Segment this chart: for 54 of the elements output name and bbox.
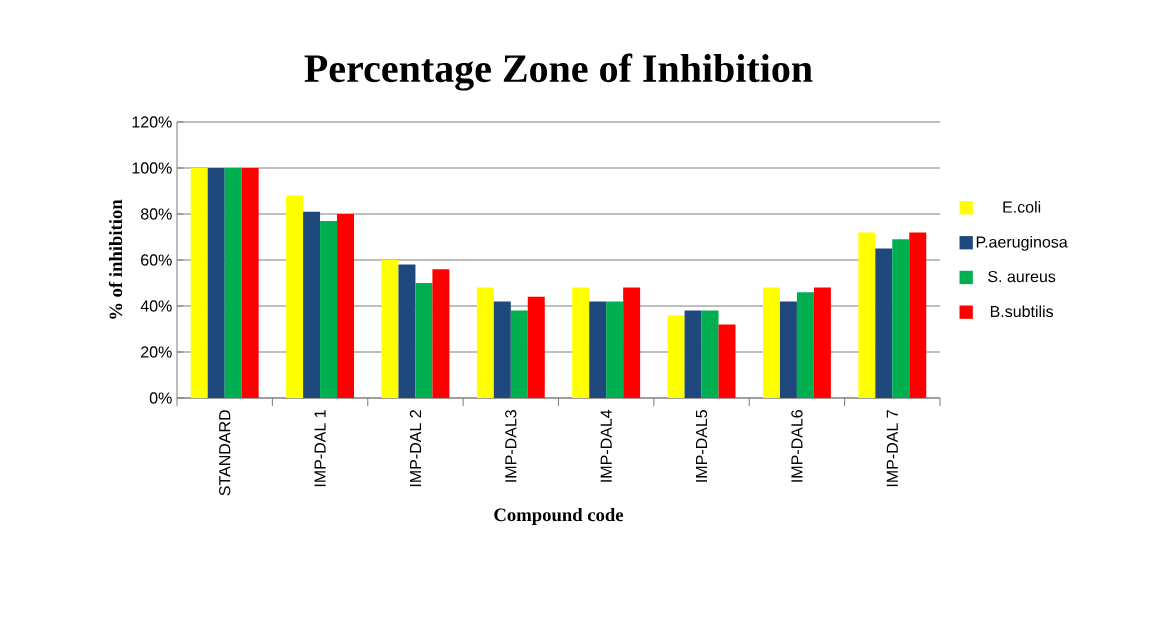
bar [572,287,590,398]
bar [623,287,641,398]
bar [718,324,736,398]
bar [415,282,433,398]
x-tick-label: IMP-DAL 2 [409,410,422,487]
bar [476,287,494,398]
legend-label: E.coli [1003,201,1041,213]
bar [493,301,511,398]
bar [241,167,259,398]
bar [606,301,624,398]
x-tick-label: IMP-DAL 1 [314,410,326,487]
bar [684,310,702,398]
x-tick-label: STANDARD [219,410,231,496]
x-tick-label: IMP-DAL6 [791,410,803,482]
bar [813,287,831,398]
bar [779,301,797,398]
legend-label: P.aeruginosa [976,235,1068,251]
bar [909,232,927,398]
bar [875,248,893,398]
bar [320,220,338,398]
chart-title: Percentage Zone of Inhibition [304,53,813,91]
y-tick-label: 120% [132,116,172,128]
x-tick-label: IMP-DAL5 [695,410,708,482]
y-tick-label: 100% [132,162,172,174]
x-tick-label: IMP-DAL 7 [886,410,898,487]
bar [892,239,910,398]
bar [510,310,528,398]
bar [858,232,876,398]
y-axis-title: % of inhibition [108,199,123,319]
bar [190,167,208,398]
y-tick-label: 40% [140,300,172,312]
bar [701,310,719,398]
bar [337,214,355,398]
legend-label: B.subtilis [990,305,1054,318]
x-tick-label: IMP-DAL4 [600,409,612,482]
bar [286,195,304,398]
bar [207,167,225,398]
bar [667,315,685,398]
bar [398,264,416,398]
y-tick-label: 80% [140,208,172,220]
bar [527,296,545,398]
bar [303,211,321,398]
bar [762,287,780,398]
y-tick-label: 20% [141,346,172,358]
y-tick-label: 0% [149,392,172,404]
bar [796,292,814,398]
bar [589,301,607,398]
x-tick-label: IMP-DAL3 [505,410,517,482]
bar [432,269,450,398]
y-tick-label: 60% [141,254,172,266]
bar [224,167,242,398]
x-axis-title: Compound code [494,507,624,525]
legend-label: S. aureus [988,270,1056,283]
bar [381,260,399,398]
